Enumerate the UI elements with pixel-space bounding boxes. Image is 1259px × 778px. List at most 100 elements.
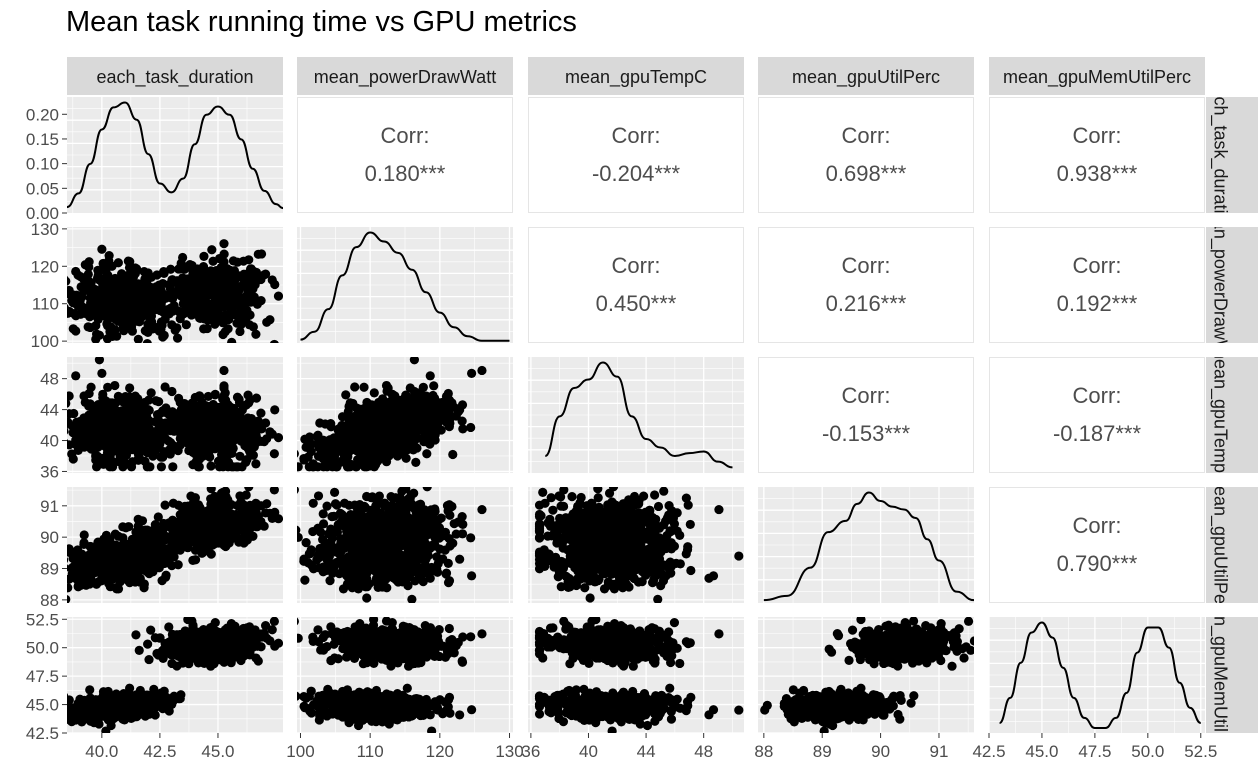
scatter-point — [73, 582, 83, 592]
scatter-point — [413, 534, 423, 544]
scatter-point — [207, 533, 217, 543]
scatter-point — [104, 256, 114, 266]
scatter-point — [342, 553, 353, 564]
scatter-point — [212, 408, 223, 418]
scatter-point — [159, 268, 169, 279]
scatter-point — [219, 529, 229, 539]
scatter-point — [97, 368, 107, 378]
scatter-point — [93, 306, 104, 316]
scatter-point — [93, 546, 103, 556]
scatter-point — [173, 560, 183, 570]
scatter-points-each_task_duration-vs-mean_powerDrawWatt — [54, 239, 283, 343]
scatter-point — [325, 576, 335, 586]
scatter-point — [110, 442, 120, 452]
scatter-point — [326, 422, 336, 432]
column-strip-2 — [528, 57, 744, 95]
scatter-point — [297, 450, 299, 458]
scatter-point — [380, 529, 390, 539]
scatter-point — [322, 501, 332, 511]
scatter-point — [324, 440, 334, 450]
scatter-point — [422, 508, 432, 518]
scatter-point — [373, 411, 383, 421]
scatter-point — [54, 281, 63, 290]
scatter-point — [43, 577, 52, 586]
correlation-value: -0.153*** — [822, 421, 911, 446]
scatter-point — [67, 276, 71, 286]
scatter-point — [409, 425, 419, 435]
scatter-point — [457, 400, 468, 410]
scatter-point — [67, 427, 69, 435]
scatter-point — [387, 389, 397, 399]
row-strip-4 — [1206, 617, 1258, 733]
scatter-point — [353, 455, 363, 465]
scatter-point — [200, 510, 211, 520]
scatter-point — [212, 519, 222, 529]
correlation-panel — [297, 97, 513, 213]
scatter-point — [422, 449, 432, 459]
scatter-point — [355, 421, 365, 432]
scatter-point — [80, 554, 90, 564]
scatter-point — [218, 539, 228, 549]
scatter-point — [166, 264, 176, 274]
scatter-point — [205, 301, 215, 311]
scatter-point — [160, 382, 170, 392]
correlation-label: Corr: — [842, 253, 891, 278]
row-strip-label: each_task_duration — [1209, 76, 1230, 233]
scatter-point — [147, 321, 157, 331]
scatter-point — [228, 256, 239, 266]
scatter-point — [123, 440, 133, 450]
scatter-point — [395, 515, 405, 525]
scatter-point — [387, 422, 397, 432]
scatter-point — [121, 450, 132, 460]
scatter-point — [334, 569, 344, 579]
scatter-point — [448, 538, 458, 548]
scatter-point — [219, 365, 229, 376]
scatter-point — [428, 390, 438, 401]
scatter-point — [226, 423, 236, 433]
scatter-point — [567, 492, 577, 502]
scatter-point — [253, 249, 263, 259]
scatter-point — [237, 273, 247, 283]
scatter-point — [244, 487, 254, 492]
scatter-point — [324, 529, 334, 539]
scatter-point — [430, 541, 440, 551]
scatter-point — [159, 558, 169, 569]
scatter-point — [397, 487, 407, 496]
scatter-point — [297, 462, 301, 472]
scatter-point — [235, 326, 245, 337]
scatter-point — [358, 545, 368, 555]
correlation-label: Corr: — [1073, 383, 1122, 408]
scatter-point — [141, 291, 152, 301]
scatter-point — [425, 401, 436, 412]
scatter-point — [200, 292, 211, 303]
scatter-point — [332, 462, 342, 472]
row-strip-1 — [1206, 227, 1258, 343]
scatter-point — [165, 283, 175, 294]
scatter-point — [432, 567, 443, 577]
scatter-point — [229, 403, 239, 414]
scatter-point — [300, 575, 310, 585]
scatter-point — [135, 284, 145, 294]
scatter-point — [243, 390, 253, 400]
scatter-point — [248, 266, 259, 276]
scatter-point — [411, 457, 421, 468]
scatter-point — [262, 317, 272, 327]
scatter-point — [230, 527, 240, 537]
scatter-point — [156, 317, 166, 327]
scatter-point — [150, 417, 160, 427]
scatter-point — [351, 462, 361, 472]
scatter-point — [391, 493, 401, 503]
scatter-point — [232, 511, 242, 521]
correlation-panel — [528, 227, 744, 343]
scatter-point — [154, 397, 164, 407]
scatter-point — [248, 322, 258, 332]
scatter-point — [123, 321, 133, 331]
scatter-point — [359, 403, 369, 414]
scatter-point — [237, 462, 247, 472]
scatter-point — [67, 286, 69, 293]
scatter-point — [110, 529, 120, 539]
scatter-point — [305, 549, 315, 559]
scatter-point — [400, 392, 410, 403]
scatter-point — [121, 281, 131, 291]
